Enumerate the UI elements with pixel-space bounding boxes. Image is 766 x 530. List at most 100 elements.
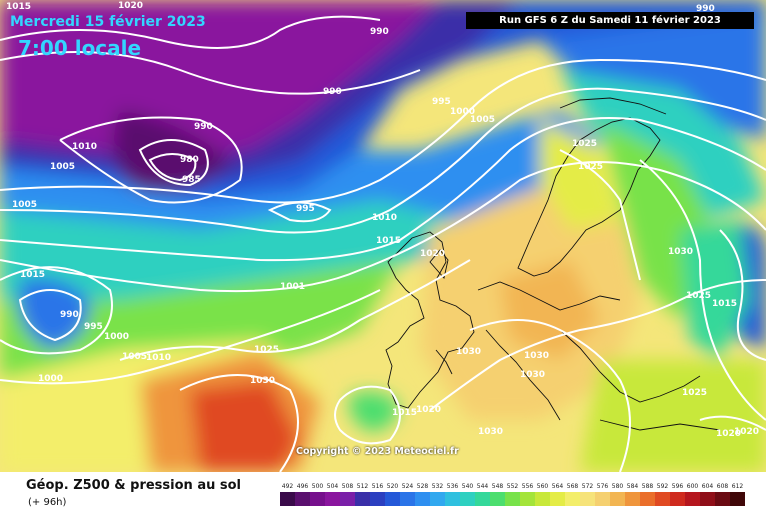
color-scale: 492 496 500 504 508 512 516 520 524 528 532 536 540 5… — [280, 483, 745, 506]
scale-tick-label: 540 — [462, 483, 474, 490]
scale-tick-label: 504 — [327, 483, 339, 490]
isobar-label: 990 — [60, 310, 79, 320]
scale-tick-label: 496 — [297, 483, 309, 490]
isobar-label: 995 — [432, 97, 451, 107]
scale-swatch — [340, 492, 355, 506]
scale-tick-label: 576 — [597, 483, 609, 490]
scale-swatch — [580, 492, 595, 506]
scale-tick-label: 524 — [402, 483, 414, 490]
scale-tick-label: 604 — [702, 483, 714, 490]
scale-tick-label: 532 — [432, 483, 444, 490]
isobar-label: 1020 — [420, 249, 445, 259]
isobar-label: 1005 — [12, 200, 37, 210]
isobar-labels: 1015 1020 990 990 990 990 995 1000 1005 … — [6, 1, 759, 439]
isobar-label: 980 — [180, 155, 199, 165]
legend-title: Géop. Z500 & pression au sol — [26, 478, 241, 493]
scale-swatch — [715, 492, 730, 506]
geopotential-field — [0, 0, 766, 472]
isobar-label: 990 — [194, 122, 213, 132]
isobar-label: 1005 — [470, 115, 495, 125]
isobar-label: 1030 — [478, 427, 503, 437]
isobar-label: 1010 — [372, 213, 397, 223]
scale-tick-label: 544 — [477, 483, 489, 490]
scale-swatch — [355, 492, 370, 506]
legend-panel: Géop. Z500 & pression au sol (+ 96h) 492… — [0, 472, 766, 530]
scale-swatch — [280, 492, 295, 506]
scale-swatch — [595, 492, 610, 506]
forecast-time: 7:00 locale — [18, 36, 142, 60]
isobar-label: 995 — [84, 322, 103, 332]
scale-swatch — [700, 492, 715, 506]
scale-swatch — [625, 492, 640, 506]
scale-tick-label: 584 — [627, 483, 639, 490]
scale-tick-label: 536 — [447, 483, 459, 490]
isobar-label: 1001 — [280, 282, 305, 292]
scale-tick-label: 520 — [387, 483, 399, 490]
scale-tick-label: 580 — [612, 483, 624, 490]
isobar-label: 1020 — [716, 429, 741, 439]
scale-swatch — [640, 492, 655, 506]
run-info: Run GFS 6 Z du Samedi 11 février 2023 — [466, 12, 754, 29]
scale-tick-label: 556 — [522, 483, 534, 490]
scale-swatch — [730, 492, 745, 506]
scale-swatch — [385, 492, 400, 506]
isobar-label: 1020 — [416, 405, 441, 415]
isobar-label: 1030 — [668, 247, 693, 257]
isobar-label: 1005 — [122, 352, 147, 362]
isobar-label: 990 — [323, 87, 342, 97]
scale-swatch — [415, 492, 430, 506]
scale-tick-label: 560 — [537, 483, 549, 490]
scale-tick-label: 528 — [417, 483, 429, 490]
scale-tick-label: 492 — [282, 483, 294, 490]
isobar-label: 1025 — [686, 291, 711, 301]
scale-swatch — [445, 492, 460, 506]
coastlines — [385, 97, 721, 431]
scale-tick-label: 612 — [732, 483, 744, 490]
scale-tick-label: 564 — [552, 483, 564, 490]
scale-tick-label: 516 — [372, 483, 384, 490]
scale-swatch — [475, 492, 490, 506]
scale-swatch — [520, 492, 535, 506]
isobar-label: 985 — [182, 175, 201, 185]
scale-tick-label: 548 — [492, 483, 504, 490]
scale-swatch — [325, 492, 340, 506]
copyright-text: Copyright © 2023 Meteociel.fr — [296, 446, 459, 457]
isobar-label: 1005 — [50, 162, 75, 172]
scale-tick-label: 508 — [342, 483, 354, 490]
scale-tick-label: 572 — [582, 483, 594, 490]
isobar-label: 1000 — [104, 332, 129, 342]
weather-map: 1015 1020 990 990 990 990 995 1000 1005 … — [0, 0, 766, 472]
isobar-label: 1025 — [682, 388, 707, 398]
isobar-label: 1010 — [72, 142, 97, 152]
isobar-label: 990 — [370, 27, 389, 37]
scale-swatch — [670, 492, 685, 506]
isobar-label: 1030 — [250, 376, 275, 386]
scale-swatch — [535, 492, 550, 506]
scale-swatch — [655, 492, 670, 506]
isobar-label: 1030 — [524, 351, 549, 361]
isobar-label: 1030 — [456, 347, 481, 357]
isobar-label: 995 — [296, 204, 315, 214]
scale-swatch — [460, 492, 475, 506]
scale-tick-label: 552 — [507, 483, 519, 490]
isobar-label: 1010 — [146, 353, 171, 363]
scale-tick-label: 600 — [687, 483, 699, 490]
isobar-label: 1000 — [450, 107, 475, 117]
scale-tick-label: 500 — [312, 483, 324, 490]
scale-swatch — [430, 492, 445, 506]
legend-subtitle: (+ 96h) — [28, 497, 67, 508]
isobar-label: 990 — [696, 4, 715, 14]
isobar-label: 1030 — [520, 370, 545, 380]
scale-swatch — [610, 492, 625, 506]
scale-tick-label: 596 — [672, 483, 684, 490]
isobar-label: 1025 — [572, 139, 597, 149]
scale-tick-label: 592 — [657, 483, 669, 490]
isobar-label: 1025 — [578, 162, 603, 172]
isobars — [0, 15, 766, 472]
scale-swatch — [370, 492, 385, 506]
isobar-label: 1025 — [254, 345, 279, 355]
scale-swatch — [505, 492, 520, 506]
scale-swatch — [400, 492, 415, 506]
isobar-label: 1015 — [392, 408, 417, 418]
